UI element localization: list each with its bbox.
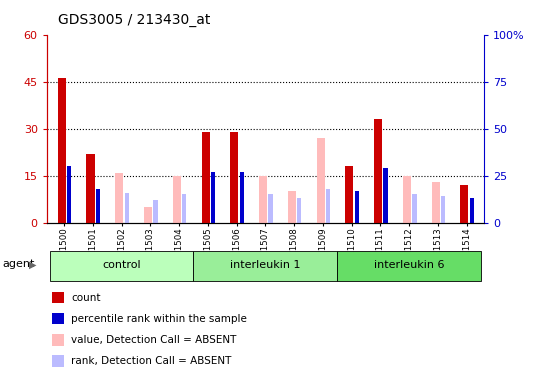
Bar: [144, 207, 152, 223]
Bar: [441, 196, 446, 223]
Bar: [153, 200, 158, 223]
Text: interleukin 6: interleukin 6: [374, 260, 444, 270]
Bar: [115, 172, 123, 223]
Text: ▶: ▶: [29, 259, 37, 269]
Bar: [173, 176, 181, 223]
Text: control: control: [102, 260, 141, 270]
Text: value, Detection Call = ABSENT: value, Detection Call = ABSENT: [71, 335, 236, 345]
Bar: [259, 176, 267, 223]
Bar: [374, 119, 382, 223]
Bar: [67, 166, 72, 223]
Bar: [412, 195, 416, 223]
Bar: [297, 198, 301, 223]
Text: interleukin 1: interleukin 1: [230, 260, 301, 270]
Bar: [86, 154, 95, 223]
Bar: [403, 176, 411, 223]
Bar: [182, 195, 186, 223]
FancyBboxPatch shape: [337, 251, 481, 281]
Bar: [268, 195, 273, 223]
Bar: [124, 193, 129, 223]
Bar: [58, 78, 66, 223]
Text: percentile rank within the sample: percentile rank within the sample: [71, 314, 247, 324]
Bar: [432, 182, 439, 223]
FancyBboxPatch shape: [50, 251, 194, 281]
Bar: [96, 189, 100, 223]
Bar: [211, 172, 215, 223]
Bar: [240, 172, 244, 223]
Bar: [230, 132, 238, 223]
Bar: [288, 191, 296, 223]
Bar: [326, 189, 330, 223]
Text: agent: agent: [3, 259, 35, 269]
Bar: [460, 185, 469, 223]
Text: GDS3005 / 213430_at: GDS3005 / 213430_at: [58, 13, 210, 27]
Text: rank, Detection Call = ABSENT: rank, Detection Call = ABSENT: [71, 356, 232, 366]
Bar: [355, 191, 359, 223]
Bar: [383, 168, 388, 223]
Bar: [201, 132, 210, 223]
Text: count: count: [71, 293, 101, 303]
FancyBboxPatch shape: [194, 251, 337, 281]
Bar: [317, 138, 324, 223]
Bar: [345, 166, 354, 223]
Bar: [470, 198, 474, 223]
